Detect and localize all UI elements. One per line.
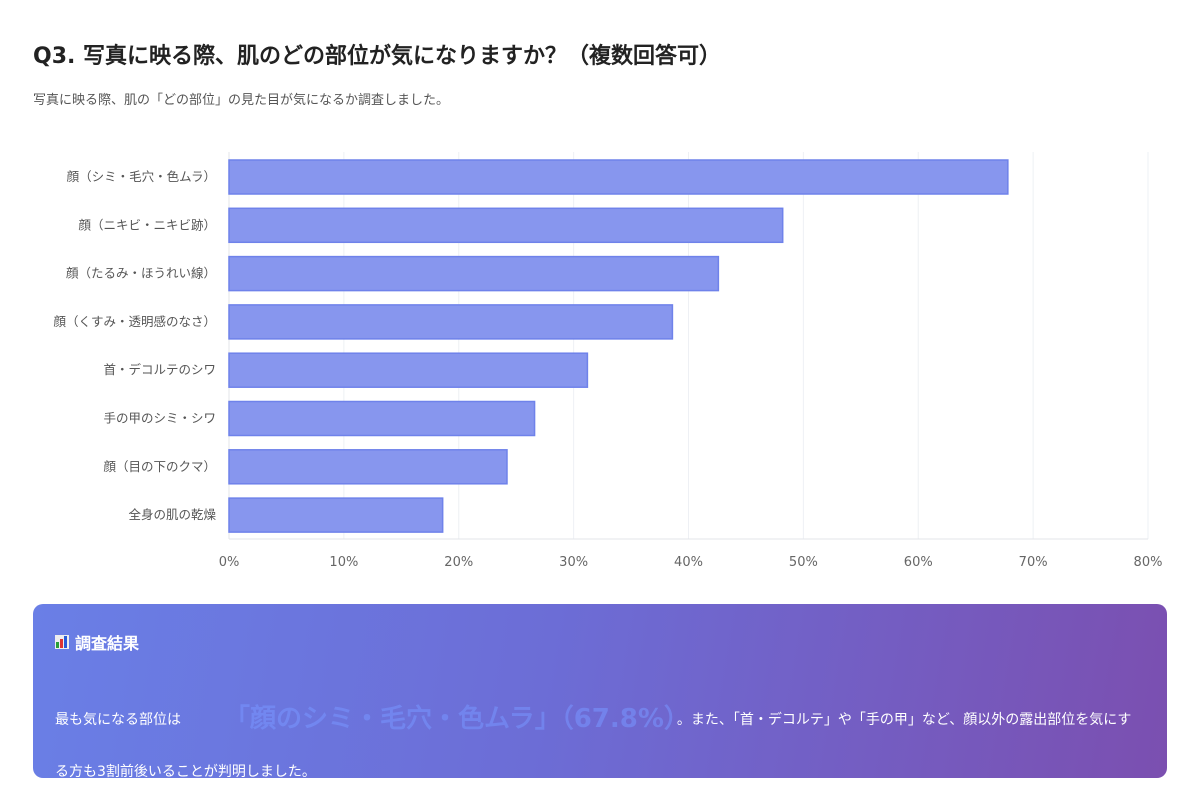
x-tick-label: 80% (1134, 555, 1163, 570)
result-text-after: 。また、「首・デコルテ」や「手の甲」など、顔以外の露出部位を気にする方も3割前後… (55, 712, 1132, 780)
y-tick-label: 顔（目の下のクマ） (103, 459, 216, 474)
bar (228, 159, 1009, 195)
y-tick-label: 手の甲のシミ・シワ (103, 411, 216, 426)
bar (228, 304, 674, 340)
x-tick-label: 30% (559, 555, 588, 570)
y-tick-label: 顔（ニキビ・ニキビ跡） (78, 217, 216, 232)
bar-chart: 0% 10% 20% 30% 40% 50% 60% 70% 80% 顔（シミ・毛穴・色ムラ） 顔（… (53, 152, 1163, 570)
x-tick-label: 10% (329, 555, 358, 570)
y-tick-label: 首・デコルテのシワ (103, 362, 216, 377)
bar (228, 352, 589, 388)
x-tick-label: 60% (904, 555, 933, 570)
x-tick-label: 70% (1019, 555, 1048, 570)
y-tick-label: 顔（くすみ・透明感のなさ） (53, 314, 216, 329)
result-heading: 調査結果 (55, 630, 139, 654)
result-highlight: 「顔のシミ・毛穴・色ムラ」（67.8%） (237, 704, 677, 734)
y-tick-label: 顔（たるみ・ほうれい線） (66, 266, 216, 281)
bar-chart-icon (55, 635, 69, 649)
y-tick-label: 顔（シミ・毛穴・色ムラ） (67, 169, 216, 184)
x-tick-label: 20% (444, 555, 473, 570)
x-tick-label: 0% (219, 555, 240, 570)
x-tick-label: 40% (674, 555, 703, 570)
result-heading-text: 調査結果 (75, 634, 140, 653)
result-text: 最も気になる部位は 「顔のシミ・毛穴・色ムラ」（67.8%）。また、「首・デコル… (55, 686, 1145, 790)
bar (228, 207, 784, 244)
page-subtitle: 写真に映る際、肌の「どの部位」の見た目が気になるか調査しました。 (33, 93, 450, 108)
page-title: Q3. 写真に映る際、肌のどの部位が気になりますか？（複数回答可） (33, 44, 722, 69)
bar (228, 400, 536, 437)
result-panel: 調査結果 最も気になる部位は 「顔のシミ・毛穴・色ムラ」（67.8%）。また、「… (33, 604, 1167, 780)
y-tick-label: 全身の肌の乾燥 (128, 507, 216, 522)
result-text-before: 最も気になる部位は (55, 712, 181, 728)
bar (228, 449, 508, 485)
bar (228, 497, 444, 533)
bar (228, 255, 720, 292)
x-tick-label: 50% (789, 555, 818, 570)
